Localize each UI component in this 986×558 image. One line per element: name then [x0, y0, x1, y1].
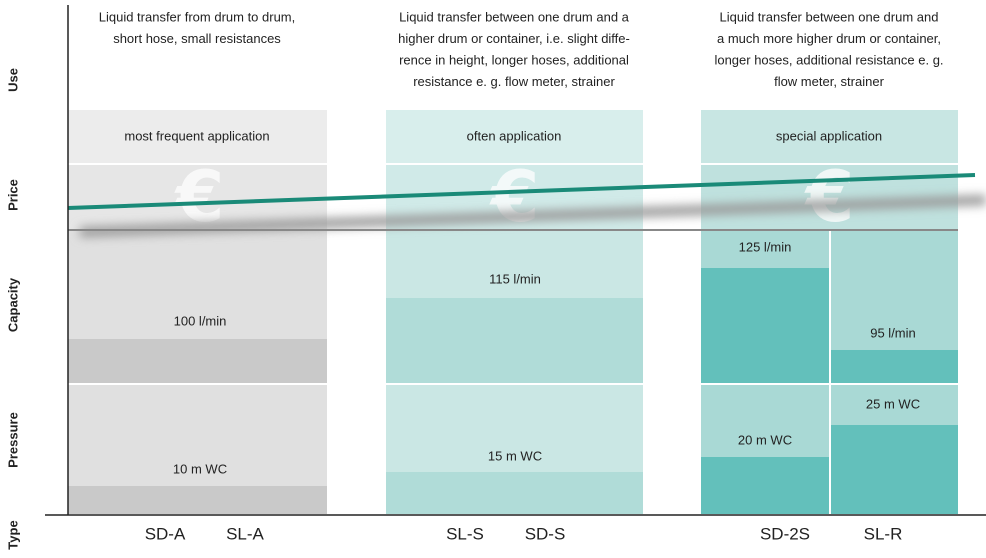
row-label: Capacity: [5, 277, 20, 332]
application: most frequent application: [124, 128, 269, 143]
svg-text:€: €: [489, 156, 540, 238]
pressure: 20 m WC: [738, 432, 792, 447]
pressure: 25 m WC: [866, 396, 920, 411]
type: SL-R: [864, 524, 903, 543]
capacity: 125 l/min: [739, 239, 792, 254]
type: SD-2S: [760, 524, 810, 543]
row-label: Pressure: [5, 412, 20, 468]
background: € € €: [45, 5, 986, 516]
application: special application: [776, 128, 882, 143]
use-text: higher drum or container, i.e. slight di…: [398, 31, 630, 46]
type: SL-S: [446, 524, 484, 543]
use-text: a much more higher drum or container,: [717, 31, 941, 46]
use-text: Liquid transfer between one drum and: [720, 9, 939, 24]
capacity: 115 l/min: [489, 271, 541, 286]
use-text: Liquid transfer between one drum and a: [399, 9, 630, 24]
type: SD-A: [145, 524, 186, 543]
use-text: Liquid transfer from drum to drum,: [99, 9, 296, 24]
pressure: 15 m WC: [488, 448, 542, 463]
svg-text:€: €: [804, 156, 855, 238]
use-text: flow meter, strainer: [774, 74, 884, 89]
type: SL-A: [226, 524, 264, 543]
capacity: 100 l/min: [174, 313, 227, 328]
capacity: 95 l/min: [870, 325, 916, 340]
use-text: longer hoses, additional resistance e. g…: [714, 52, 943, 67]
row-label: Use: [5, 68, 20, 92]
application: often application: [467, 128, 562, 143]
type: SD-S: [525, 524, 566, 543]
use-text: resistance e. g. flow meter, strainer: [413, 74, 615, 89]
use-text: short hose, small resistances: [113, 31, 281, 46]
use-text: rence in height, longer hoses, additiona…: [399, 52, 629, 67]
row-label: Type: [5, 520, 20, 549]
pressure: 10 m WC: [173, 461, 227, 476]
row-label: Price: [5, 179, 20, 211]
